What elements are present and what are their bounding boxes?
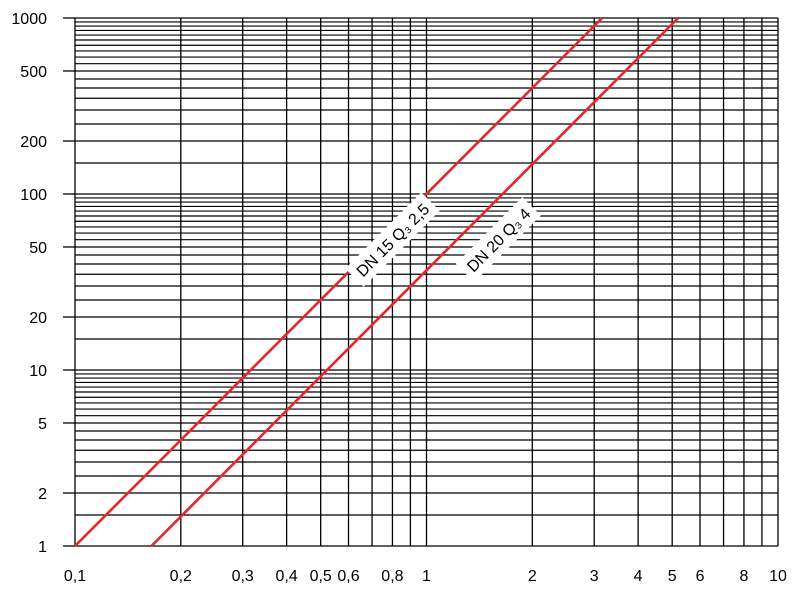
x-tick-label: 0,6 bbox=[337, 568, 359, 585]
x-tick-label: 6 bbox=[696, 568, 705, 585]
x-tick-label: 10 bbox=[769, 568, 787, 585]
x-tick-label: 0,5 bbox=[310, 568, 332, 585]
y-tick-label: 200 bbox=[20, 134, 47, 151]
series-lines bbox=[74, 17, 680, 547]
y-tick-label: 1 bbox=[38, 539, 47, 556]
series-line-2 bbox=[150, 17, 680, 547]
x-tick-label: 5 bbox=[668, 568, 677, 585]
series-label-background bbox=[345, 192, 440, 287]
x-tick-label: 8 bbox=[739, 568, 748, 585]
x-tick-label: 0,4 bbox=[275, 568, 297, 585]
y-tick-label: 20 bbox=[29, 310, 47, 327]
y-tick-label: 2 bbox=[38, 486, 47, 503]
tick-labels: 0,1 0,2 0,3 0,4 0,5 0,6 0,8 1 2 3 4 5 6 8 101251020501… bbox=[11, 11, 787, 585]
y-tick-label: 50 bbox=[29, 240, 47, 257]
grid bbox=[63, 17, 779, 547]
x-tick-label: 4 bbox=[634, 568, 643, 585]
x-tick-label: 2 bbox=[528, 568, 537, 585]
series-label-background bbox=[455, 197, 541, 283]
x-tick-label: 0,2 bbox=[170, 568, 192, 585]
y-tick-label: 100 bbox=[20, 187, 47, 204]
y-tick-label: 10 bbox=[29, 363, 47, 380]
y-tick-label: 5 bbox=[38, 416, 47, 433]
x-tick-label: 0,3 bbox=[232, 568, 254, 585]
series-line-1 bbox=[74, 17, 604, 547]
x-tick-label: 3 bbox=[590, 568, 599, 585]
y-tick-label: 500 bbox=[20, 64, 47, 81]
y-tick-label: 1000 bbox=[11, 11, 47, 28]
x-tick-label: 1 bbox=[422, 568, 431, 585]
x-tick-label: 0,8 bbox=[381, 568, 403, 585]
x-tick-label: 0,1 bbox=[64, 568, 86, 585]
